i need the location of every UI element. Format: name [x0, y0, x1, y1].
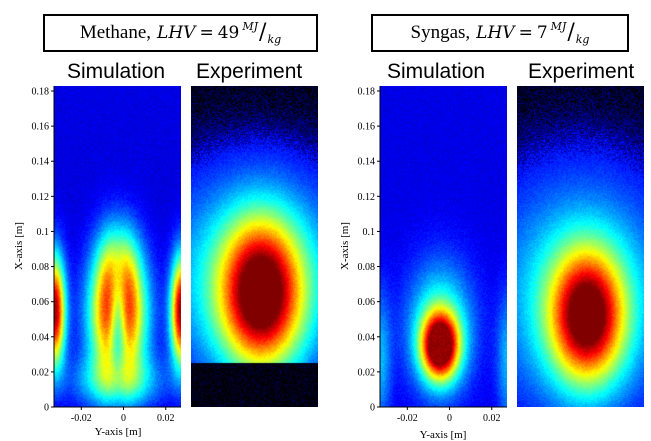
syngas-lhv-symbol: LHV: [476, 23, 515, 43]
syngas-unit-bottom: kg: [575, 32, 590, 46]
syngas-experiment-heatmap: [517, 86, 644, 407]
horizontal-tick-label: 0.02: [157, 413, 175, 424]
methane-experiment-heatmap: [191, 86, 318, 407]
methane-lhv-symbol: LHV: [157, 23, 196, 43]
vertical-tick-label: 0.12: [32, 192, 50, 203]
methane-y-axis-label: Y-axis [m]: [95, 426, 142, 438]
vertical-tick-label: 0.1: [363, 227, 376, 238]
vertical-tick-label: 0.14: [32, 157, 50, 168]
syngas-unit: MJ / kg: [550, 19, 590, 46]
vertical-tick-label: 0.02: [32, 367, 50, 378]
methane-simulation-label: Simulation: [67, 60, 166, 83]
vertical-tick-label: 0.06: [32, 297, 50, 308]
methane-lhv-value: 49: [217, 23, 240, 43]
methane-unit-top: MJ: [242, 19, 259, 33]
methane-equals: =: [199, 23, 214, 43]
syngas-experiment-label: Experiment: [528, 60, 635, 83]
vertical-tick-label: 0.1: [37, 227, 50, 238]
vertical-tick-label: 0.04: [32, 332, 50, 343]
vertical-tick-label: 0: [44, 403, 49, 414]
horizontal-tick-label: 0: [447, 413, 452, 424]
syngas-y-axis-label: Y-axis [m]: [420, 429, 467, 441]
vertical-tick-label: 0.02: [358, 367, 376, 378]
syngas-title-box: Syngas, LHV = 7 MJ / kg: [371, 14, 629, 52]
methane-unit: MJ / kg: [242, 19, 282, 46]
vertical-tick-label: 0.16: [358, 122, 376, 133]
vertical-tick-label: 0.18: [32, 87, 50, 98]
horizontal-tick-label: 0: [121, 413, 126, 424]
vertical-tick-label: 0.12: [358, 192, 376, 203]
vertical-tick-label: 0.18: [358, 87, 376, 98]
syngas-x-axis-label: X-axis [m]: [339, 222, 351, 270]
vertical-tick-label: 0.14: [358, 157, 376, 168]
vertical-tick-label: 0.08: [32, 262, 50, 273]
syngas-unit-top: MJ: [550, 19, 567, 33]
syngas-simulation-label: Simulation: [387, 60, 486, 83]
methane-experiment-label: Experiment: [196, 60, 303, 83]
horizontal-tick-label: 0.02: [483, 413, 501, 424]
horizontal-tick-label: -0.02: [71, 413, 92, 424]
vertical-tick-label: 0: [370, 403, 375, 414]
syngas-simulation-heatmap: [380, 86, 507, 407]
methane-simulation-heatmap: [54, 86, 181, 407]
syngas-equals: =: [518, 23, 533, 43]
vertical-tick-label: 0.16: [32, 122, 50, 133]
horizontal-tick-label: -0.02: [397, 413, 418, 424]
methane-fuel-label: Methane,: [79, 22, 152, 43]
syngas-lhv-value: 7: [536, 23, 548, 43]
syngas-fuel-label: Syngas,: [410, 22, 471, 43]
methane-x-axis-label: X-axis [m]: [13, 222, 25, 270]
methane-unit-bottom: kg: [267, 32, 282, 46]
vertical-tick-label: 0.08: [358, 262, 376, 273]
vertical-tick-label: 0.04: [358, 332, 376, 343]
vertical-tick-label: 0.06: [358, 297, 376, 308]
methane-title-box: Methane, LHV = 49 MJ / kg: [43, 14, 318, 52]
